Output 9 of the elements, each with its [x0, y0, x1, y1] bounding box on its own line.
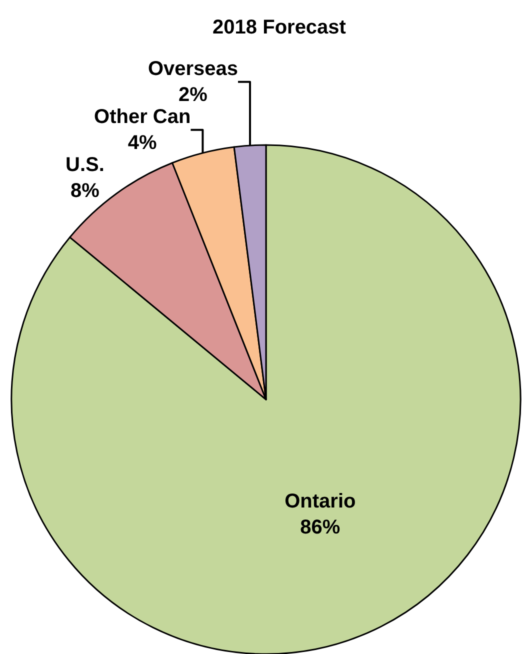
chart-title: 2018 Forecast	[212, 16, 346, 39]
slice-label: Ontario	[284, 490, 356, 513]
data-label: 4%	[128, 132, 158, 154]
slice-label: Other Can	[94, 106, 191, 128]
slice-label: U.S.	[66, 154, 104, 176]
data-label: 2%	[178, 84, 208, 106]
slice-label: Overseas	[148, 58, 238, 80]
data-label: 86%	[300, 516, 340, 539]
data-label: 8%	[70, 180, 100, 202]
